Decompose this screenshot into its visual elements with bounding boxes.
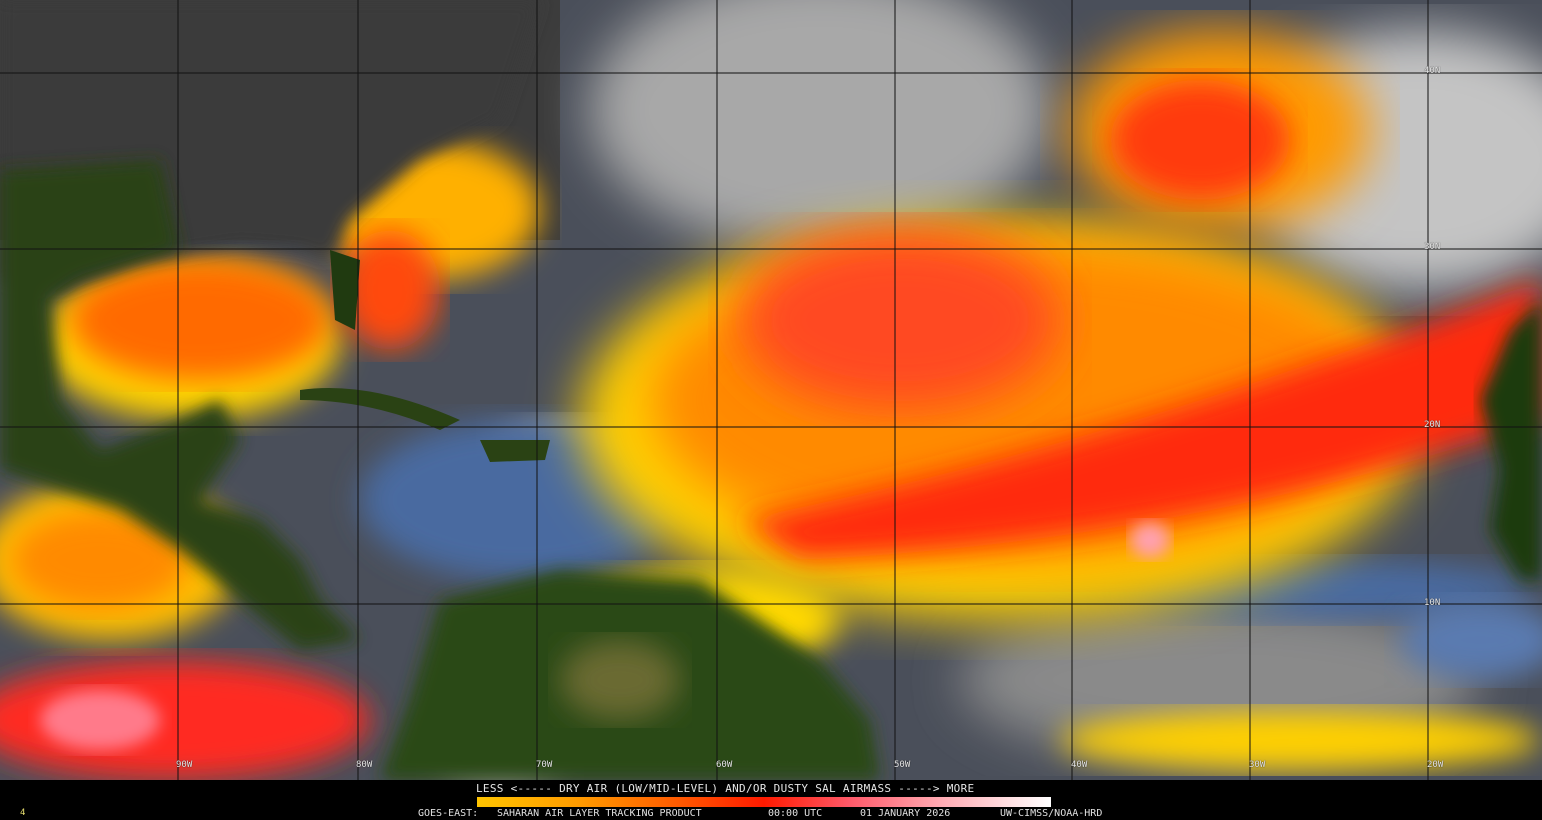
lon-label-80w: 80W xyxy=(356,760,373,770)
lat-label-20n: 20N xyxy=(1424,420,1441,430)
sal-imagery xyxy=(0,0,1542,780)
lat-label-10n: 10N xyxy=(1424,598,1441,608)
satellite-name: GOES-EAST: xyxy=(418,808,479,819)
corner-mark: 4 xyxy=(20,808,26,818)
product-time: 00:00 UTC xyxy=(768,808,823,819)
satellite-map: 40N 30N 20N 10N 90W 80W 70W 60W 50W 40W … xyxy=(0,0,1542,780)
legend-title: LESS <----- DRY AIR (LOW/MID-LEVEL) AND/… xyxy=(476,782,975,795)
dry-air-sal xyxy=(0,30,1540,780)
product-credit: UW-CIMSS/NOAA-HRD xyxy=(1000,808,1103,819)
lat-label-40n: 40N xyxy=(1424,66,1441,76)
product-date: 01 JANUARY 2026 xyxy=(860,808,951,819)
lon-label-40w: 40W xyxy=(1071,760,1088,770)
lat-label-30n: 30N xyxy=(1424,242,1441,252)
lon-label-90w: 90W xyxy=(176,760,193,770)
legend-colorbar xyxy=(477,797,1051,807)
lon-label-70w: 70W xyxy=(536,760,553,770)
product-name: SAHARAN AIR LAYER TRACKING PRODUCT xyxy=(497,808,702,819)
lat-lon-grid xyxy=(0,0,1542,780)
lon-label-60w: 60W xyxy=(716,760,733,770)
lon-label-20w: 20W xyxy=(1427,760,1444,770)
lon-label-50w: 50W xyxy=(894,760,911,770)
lon-label-30w: 30W xyxy=(1249,760,1266,770)
